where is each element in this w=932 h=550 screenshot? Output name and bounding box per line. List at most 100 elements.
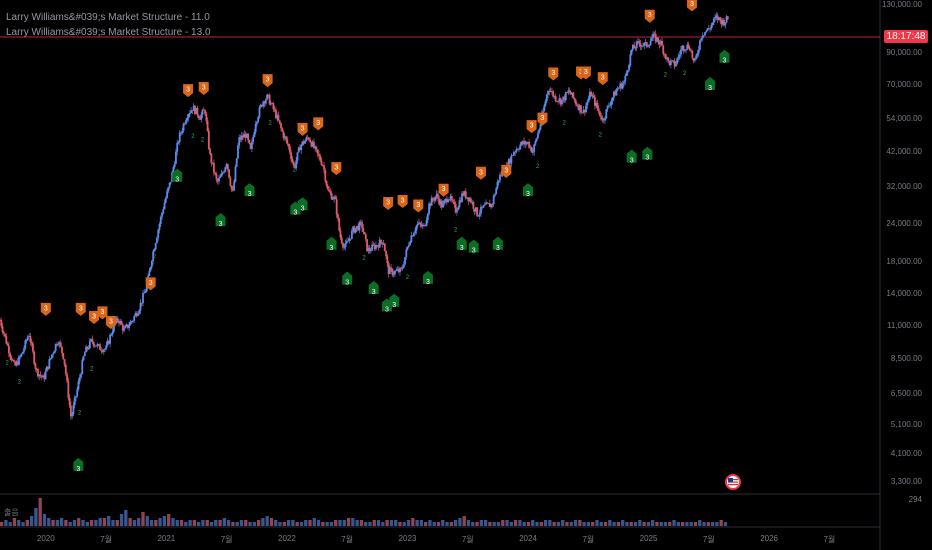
candle-body <box>207 130 210 149</box>
candle-body <box>353 226 356 233</box>
svg-text:3: 3 <box>76 466 80 473</box>
volume-bar <box>316 520 321 526</box>
candle-body <box>214 172 217 174</box>
candle-body <box>171 172 174 182</box>
candle-body <box>25 340 28 341</box>
volume-bar <box>184 522 188 526</box>
candle-body <box>385 251 387 257</box>
svg-text:3: 3 <box>526 191 530 198</box>
volume-bar <box>51 520 55 526</box>
candle-body <box>450 196 453 201</box>
candle-body <box>678 54 681 57</box>
candle-body <box>369 250 372 252</box>
candle-body <box>634 48 637 49</box>
swing-high-marker: 3 <box>501 164 512 178</box>
minor-swing-label: 2 <box>90 367 94 373</box>
volume-bar <box>475 522 479 526</box>
swing-high-marker: 3 <box>383 196 394 210</box>
candle-body <box>373 245 376 250</box>
candle-body <box>495 188 498 195</box>
volume-bar <box>154 520 158 526</box>
candle-body <box>77 381 80 390</box>
candle-body <box>119 320 122 324</box>
candle-body <box>152 251 155 261</box>
candle-body <box>431 197 434 200</box>
candle-body <box>563 96 566 101</box>
svg-text:3: 3 <box>551 70 555 77</box>
candle-body <box>600 116 603 120</box>
swing-low-marker: 3 <box>705 77 716 92</box>
candle-body <box>647 45 649 47</box>
candle-body <box>231 189 234 191</box>
candle-body <box>663 53 666 55</box>
volume-bar <box>573 520 578 526</box>
candle-body <box>438 198 441 205</box>
volume-axis-label: 294 <box>908 495 922 504</box>
candle-body <box>637 41 639 42</box>
candle-body <box>642 45 644 47</box>
candle-body <box>45 366 48 372</box>
candle-body <box>485 202 487 205</box>
candle-body <box>202 109 205 111</box>
candle-body <box>173 163 176 168</box>
indicator-label-1[interactable]: Larry Williams&#039;s Market Structure -… <box>6 12 210 23</box>
minor-swing-label: 2 <box>536 164 540 170</box>
candle-body <box>650 38 653 41</box>
candle-body <box>378 239 381 248</box>
volume-bar <box>479 520 483 526</box>
svg-text:3: 3 <box>301 205 305 212</box>
candle-body <box>462 193 465 196</box>
candle-body <box>85 346 87 353</box>
candle-body <box>81 360 84 374</box>
candle-body <box>715 15 718 17</box>
candle-body <box>435 193 438 197</box>
indicator-label-2[interactable]: Larry Williams&#039;s Market Structure -… <box>6 27 211 38</box>
candle-body <box>628 65 630 71</box>
volume-bar <box>385 520 389 526</box>
candle-body <box>575 100 577 105</box>
swing-high-marker: 3 <box>97 306 108 320</box>
candle-body <box>286 139 289 144</box>
candle-body <box>591 95 594 97</box>
swing-low-marker: 3 <box>172 168 183 184</box>
svg-text:3: 3 <box>584 69 588 76</box>
swing-high-marker: 3 <box>145 277 156 291</box>
candle-body <box>305 137 308 141</box>
us-flag-icon[interactable] <box>724 473 742 491</box>
candle-body <box>529 146 532 148</box>
price-tick-label: 18,000.00 <box>886 256 922 266</box>
volume-bar <box>565 522 569 526</box>
swing-high-marker: 3 <box>580 66 591 80</box>
candle-body <box>459 200 462 203</box>
candle-body <box>156 237 158 244</box>
candle-body <box>340 237 343 244</box>
volume-bar <box>389 520 394 526</box>
candle-body <box>449 196 452 200</box>
volume-bar <box>629 522 633 526</box>
volume-bar <box>286 520 291 526</box>
candle-body <box>110 334 113 336</box>
candle-body <box>343 246 346 248</box>
candle-body <box>718 17 720 20</box>
svg-text:3: 3 <box>186 87 190 94</box>
volume-bar <box>710 522 715 526</box>
volume-bar <box>265 516 269 526</box>
candle-body <box>275 109 277 119</box>
candle-body <box>40 375 43 378</box>
volume-bar <box>595 520 599 526</box>
candle-body <box>132 320 134 322</box>
volume-bar <box>17 520 21 526</box>
candle-body <box>304 140 306 144</box>
candle-body <box>615 90 618 96</box>
swing-high-marker: 3 <box>644 9 655 23</box>
candle-body <box>26 336 29 341</box>
candle-body <box>468 198 471 202</box>
candle-body <box>413 233 415 237</box>
svg-text:3: 3 <box>175 177 179 184</box>
candle-body <box>710 25 713 29</box>
candle-body <box>407 245 410 247</box>
volume-bar <box>119 514 124 526</box>
volume-bar <box>274 520 278 526</box>
volume-bar <box>98 518 102 526</box>
